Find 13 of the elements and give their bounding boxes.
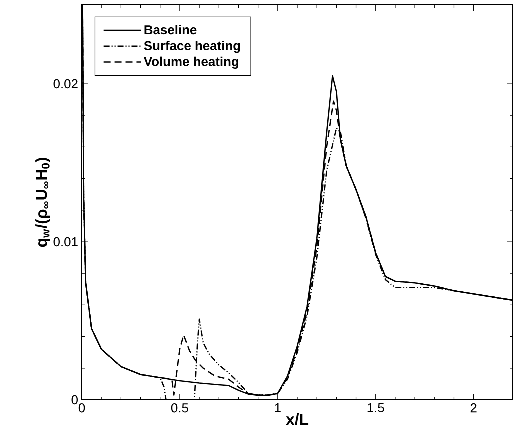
y-tick-label: 0.01 (54, 237, 78, 247)
legend-label: Baseline (144, 25, 197, 35)
x-tick-label: 0 (78, 404, 86, 413)
x-tick-label: 1.5 (368, 404, 384, 413)
x-tick-label: 0.5 (171, 404, 188, 413)
x-axis-title: x/L (286, 414, 309, 426)
text: q$_{w}$/(ρ$_{∞}$U$_{∞}$H$_{0}$) (36, 158, 50, 248)
legend-label: Volume heating (144, 56, 238, 69)
y-tick-label: 0 (72, 395, 78, 405)
y-tick-label: 0.02 (54, 79, 78, 89)
x-tick-label: 2 (470, 404, 477, 413)
x-tick-label: 1 (275, 404, 281, 412)
legend-label: Surface heating (144, 40, 240, 54)
